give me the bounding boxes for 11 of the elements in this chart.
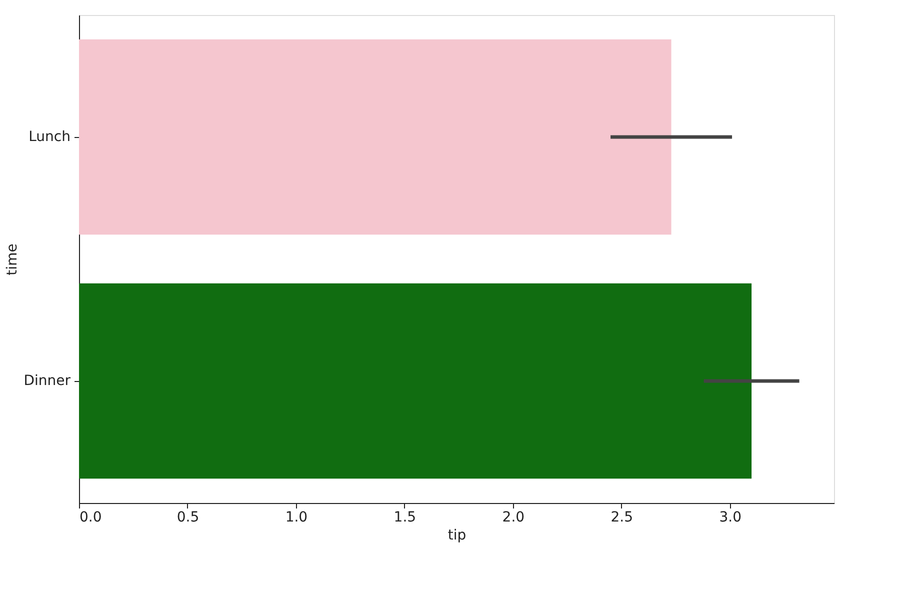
x-tick-label: 0.5 xyxy=(176,510,200,526)
x-tick-label: 3.0 xyxy=(719,510,742,526)
x-tick-label: 2.0 xyxy=(502,510,525,526)
x-tick-label: 1.5 xyxy=(394,510,416,526)
x-axis-title: tip xyxy=(448,528,466,544)
x-tick-label: 2.5 xyxy=(610,510,634,526)
x-tick-label: 0.0 xyxy=(80,510,102,526)
y-tick-label: Dinner xyxy=(24,373,71,389)
x-tick-label: 1.0 xyxy=(285,510,308,526)
y-tick-label: Lunch xyxy=(28,129,70,145)
y-axis-title: time xyxy=(4,244,21,276)
